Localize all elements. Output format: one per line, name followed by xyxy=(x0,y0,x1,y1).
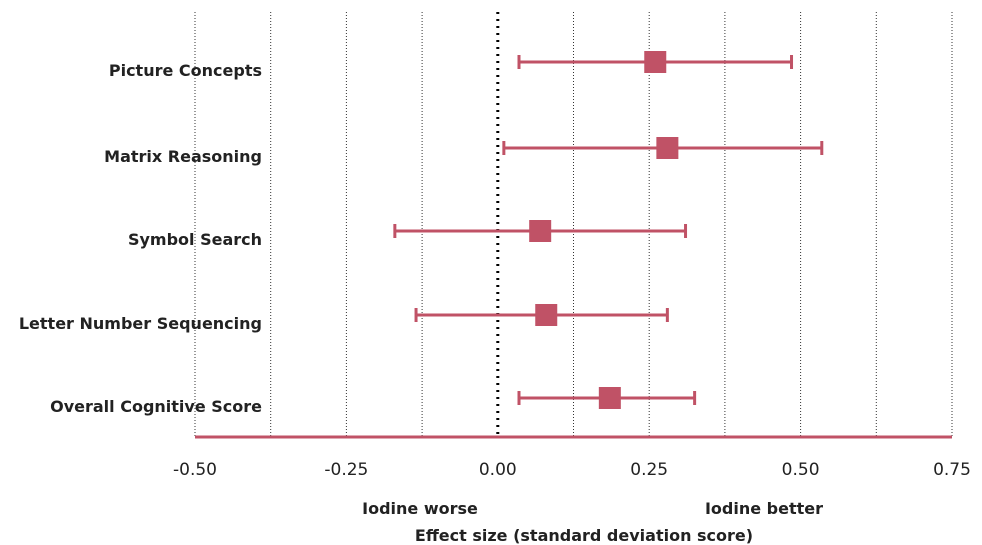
row-label: Overall Cognitive Score xyxy=(50,397,262,416)
point-estimate xyxy=(656,137,679,159)
point-estimate xyxy=(644,51,667,73)
row-0: Picture Concepts xyxy=(109,51,794,80)
x-tick-label: -0.50 xyxy=(173,460,217,480)
x-tick-label: 0.00 xyxy=(479,460,517,480)
grid-lines xyxy=(194,12,953,437)
row-1: Matrix Reasoning xyxy=(104,137,824,166)
x-tick-labels: -0.50 -0.25 0.00 0.25 0.50 0.75 xyxy=(173,460,971,480)
point-estimate xyxy=(598,387,621,409)
x-tick-label: 0.50 xyxy=(782,460,820,480)
x-tick-label: 0.25 xyxy=(630,460,668,480)
estimate-rows: Picture Concepts Matrix Reasoning Symbol S… xyxy=(19,51,824,416)
row-4: Overall Cognitive Score xyxy=(50,387,697,416)
point-estimate xyxy=(529,220,552,242)
row-label: Picture Concepts xyxy=(109,61,262,80)
x-axis-title: Effect size (standard deviation score) xyxy=(415,526,753,545)
row-2: Symbol Search xyxy=(128,220,688,249)
row-3: Letter Number Sequencing xyxy=(19,304,669,333)
point-estimate xyxy=(535,304,558,326)
x-tick-label: 0.75 xyxy=(933,460,971,480)
right-note-label: Iodine better xyxy=(705,499,823,518)
x-tick-label: -0.25 xyxy=(324,460,368,480)
left-note-label: Iodine worse xyxy=(362,499,478,518)
row-label: Matrix Reasoning xyxy=(104,147,262,166)
row-label: Symbol Search xyxy=(128,230,262,249)
row-label: Letter Number Sequencing xyxy=(19,314,262,333)
